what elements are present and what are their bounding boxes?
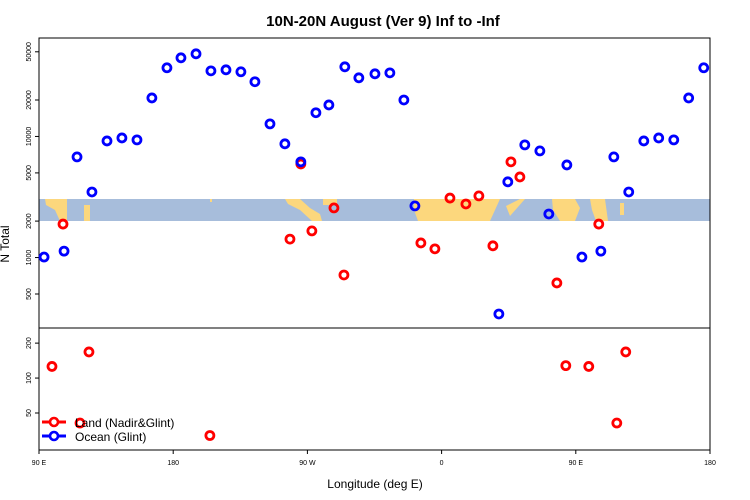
land-point bbox=[611, 417, 623, 429]
ocean-point bbox=[101, 135, 113, 147]
land-point bbox=[415, 237, 427, 249]
y-tick-label: 20000 bbox=[26, 90, 33, 110]
map-land bbox=[45, 199, 624, 221]
legend-label-land: Land (Nadir&Glint) bbox=[75, 416, 174, 430]
ocean-point bbox=[519, 139, 531, 151]
ocean-point bbox=[534, 145, 546, 157]
y-tick-label: 2000 bbox=[26, 213, 33, 229]
y-tick-label: 100 bbox=[26, 372, 33, 384]
land-point bbox=[560, 360, 572, 372]
ocean-point bbox=[86, 186, 98, 198]
ocean-point bbox=[279, 138, 291, 150]
ocean-point bbox=[161, 62, 173, 74]
ocean-point bbox=[310, 107, 322, 119]
ocean-point bbox=[623, 186, 635, 198]
ocean-point bbox=[38, 251, 50, 263]
ocean-point bbox=[175, 52, 187, 64]
y-tick-label: 5000 bbox=[26, 165, 33, 181]
data-points bbox=[38, 48, 710, 441]
land-point bbox=[74, 417, 86, 429]
ocean-point bbox=[543, 208, 555, 220]
x-tick-label: 90 W bbox=[299, 460, 316, 467]
land-point bbox=[46, 361, 58, 372]
x-tick-label: 90 E bbox=[569, 460, 584, 467]
ocean-point bbox=[369, 68, 381, 80]
ocean-point bbox=[595, 245, 607, 257]
ocean-point bbox=[339, 61, 351, 73]
x-tick-label: 180 bbox=[704, 460, 716, 467]
ocean-point bbox=[576, 251, 588, 263]
ocean-point bbox=[668, 134, 680, 146]
ocean-point bbox=[235, 66, 247, 78]
legend-marker-ocean bbox=[48, 430, 60, 442]
ocean-point bbox=[205, 65, 217, 77]
legend-label-ocean: Ocean (Glint) bbox=[75, 430, 146, 444]
ocean-point bbox=[384, 67, 396, 79]
land-point bbox=[514, 171, 526, 183]
y-tick-label: 1000 bbox=[26, 250, 33, 266]
world-map-band bbox=[39, 199, 710, 221]
ocean-point bbox=[698, 62, 710, 74]
y-tick-label: 50 bbox=[26, 409, 33, 417]
map-ocean bbox=[39, 199, 710, 221]
y-tick-label: 500 bbox=[26, 288, 33, 300]
ocean-point bbox=[190, 48, 202, 60]
ocean-point bbox=[683, 92, 695, 104]
ocean-point bbox=[323, 99, 335, 111]
ocean-point bbox=[249, 76, 261, 88]
land-point bbox=[583, 361, 595, 372]
land-point bbox=[593, 218, 605, 230]
land-point bbox=[328, 202, 340, 214]
land-point bbox=[57, 218, 69, 230]
land-point bbox=[460, 198, 472, 210]
ocean-point bbox=[58, 245, 70, 257]
x-tick-label: 180 bbox=[167, 460, 179, 467]
land-point bbox=[204, 430, 216, 441]
chart-title: 10N-20N August (Ver 9) Inf to -Inf bbox=[266, 13, 501, 30]
ocean-point bbox=[264, 118, 276, 130]
plot-frame bbox=[38, 37, 711, 451]
land-point bbox=[505, 156, 517, 168]
land-point bbox=[306, 225, 318, 237]
ocean-point bbox=[398, 94, 410, 106]
land-point bbox=[83, 346, 95, 358]
ocean-point bbox=[353, 72, 365, 84]
y-tick-label: 10000 bbox=[26, 127, 33, 147]
legend: Land (Nadir&Glint) Ocean (Glint) bbox=[42, 416, 174, 444]
legend-marker-land bbox=[48, 416, 60, 428]
x-axis-label: Longitude (deg E) bbox=[327, 477, 422, 491]
ocean-point bbox=[146, 92, 158, 104]
ocean-point bbox=[295, 156, 307, 168]
x-tick-label: 90 E bbox=[32, 460, 47, 467]
y-tick-label: 50000 bbox=[26, 42, 33, 62]
ocean-point bbox=[561, 159, 573, 171]
y-axis-label: N Total bbox=[0, 225, 12, 262]
land-point bbox=[284, 233, 296, 245]
y-tick-label: 200 bbox=[26, 337, 33, 349]
ocean-point bbox=[409, 200, 421, 212]
x-tick-label: 0 bbox=[440, 460, 444, 467]
land-point bbox=[338, 269, 350, 281]
ocean-point bbox=[493, 308, 505, 320]
ocean-point bbox=[502, 176, 514, 188]
land-point bbox=[429, 243, 441, 255]
ocean-point bbox=[608, 151, 620, 163]
ocean-point bbox=[638, 135, 650, 147]
ocean-point bbox=[71, 151, 83, 163]
land-point bbox=[487, 240, 499, 252]
ocean-point bbox=[131, 134, 143, 146]
ocean-point bbox=[116, 132, 128, 144]
land-point bbox=[620, 346, 632, 358]
land-point bbox=[551, 277, 563, 289]
ocean-point bbox=[220, 64, 232, 76]
land-point bbox=[473, 190, 485, 202]
land-point bbox=[444, 192, 456, 204]
axes: 90 E 180 90 W 0 90 E 180 500 1000 2000 5000 10000 2… bbox=[26, 37, 716, 467]
ocean-point bbox=[653, 132, 665, 144]
